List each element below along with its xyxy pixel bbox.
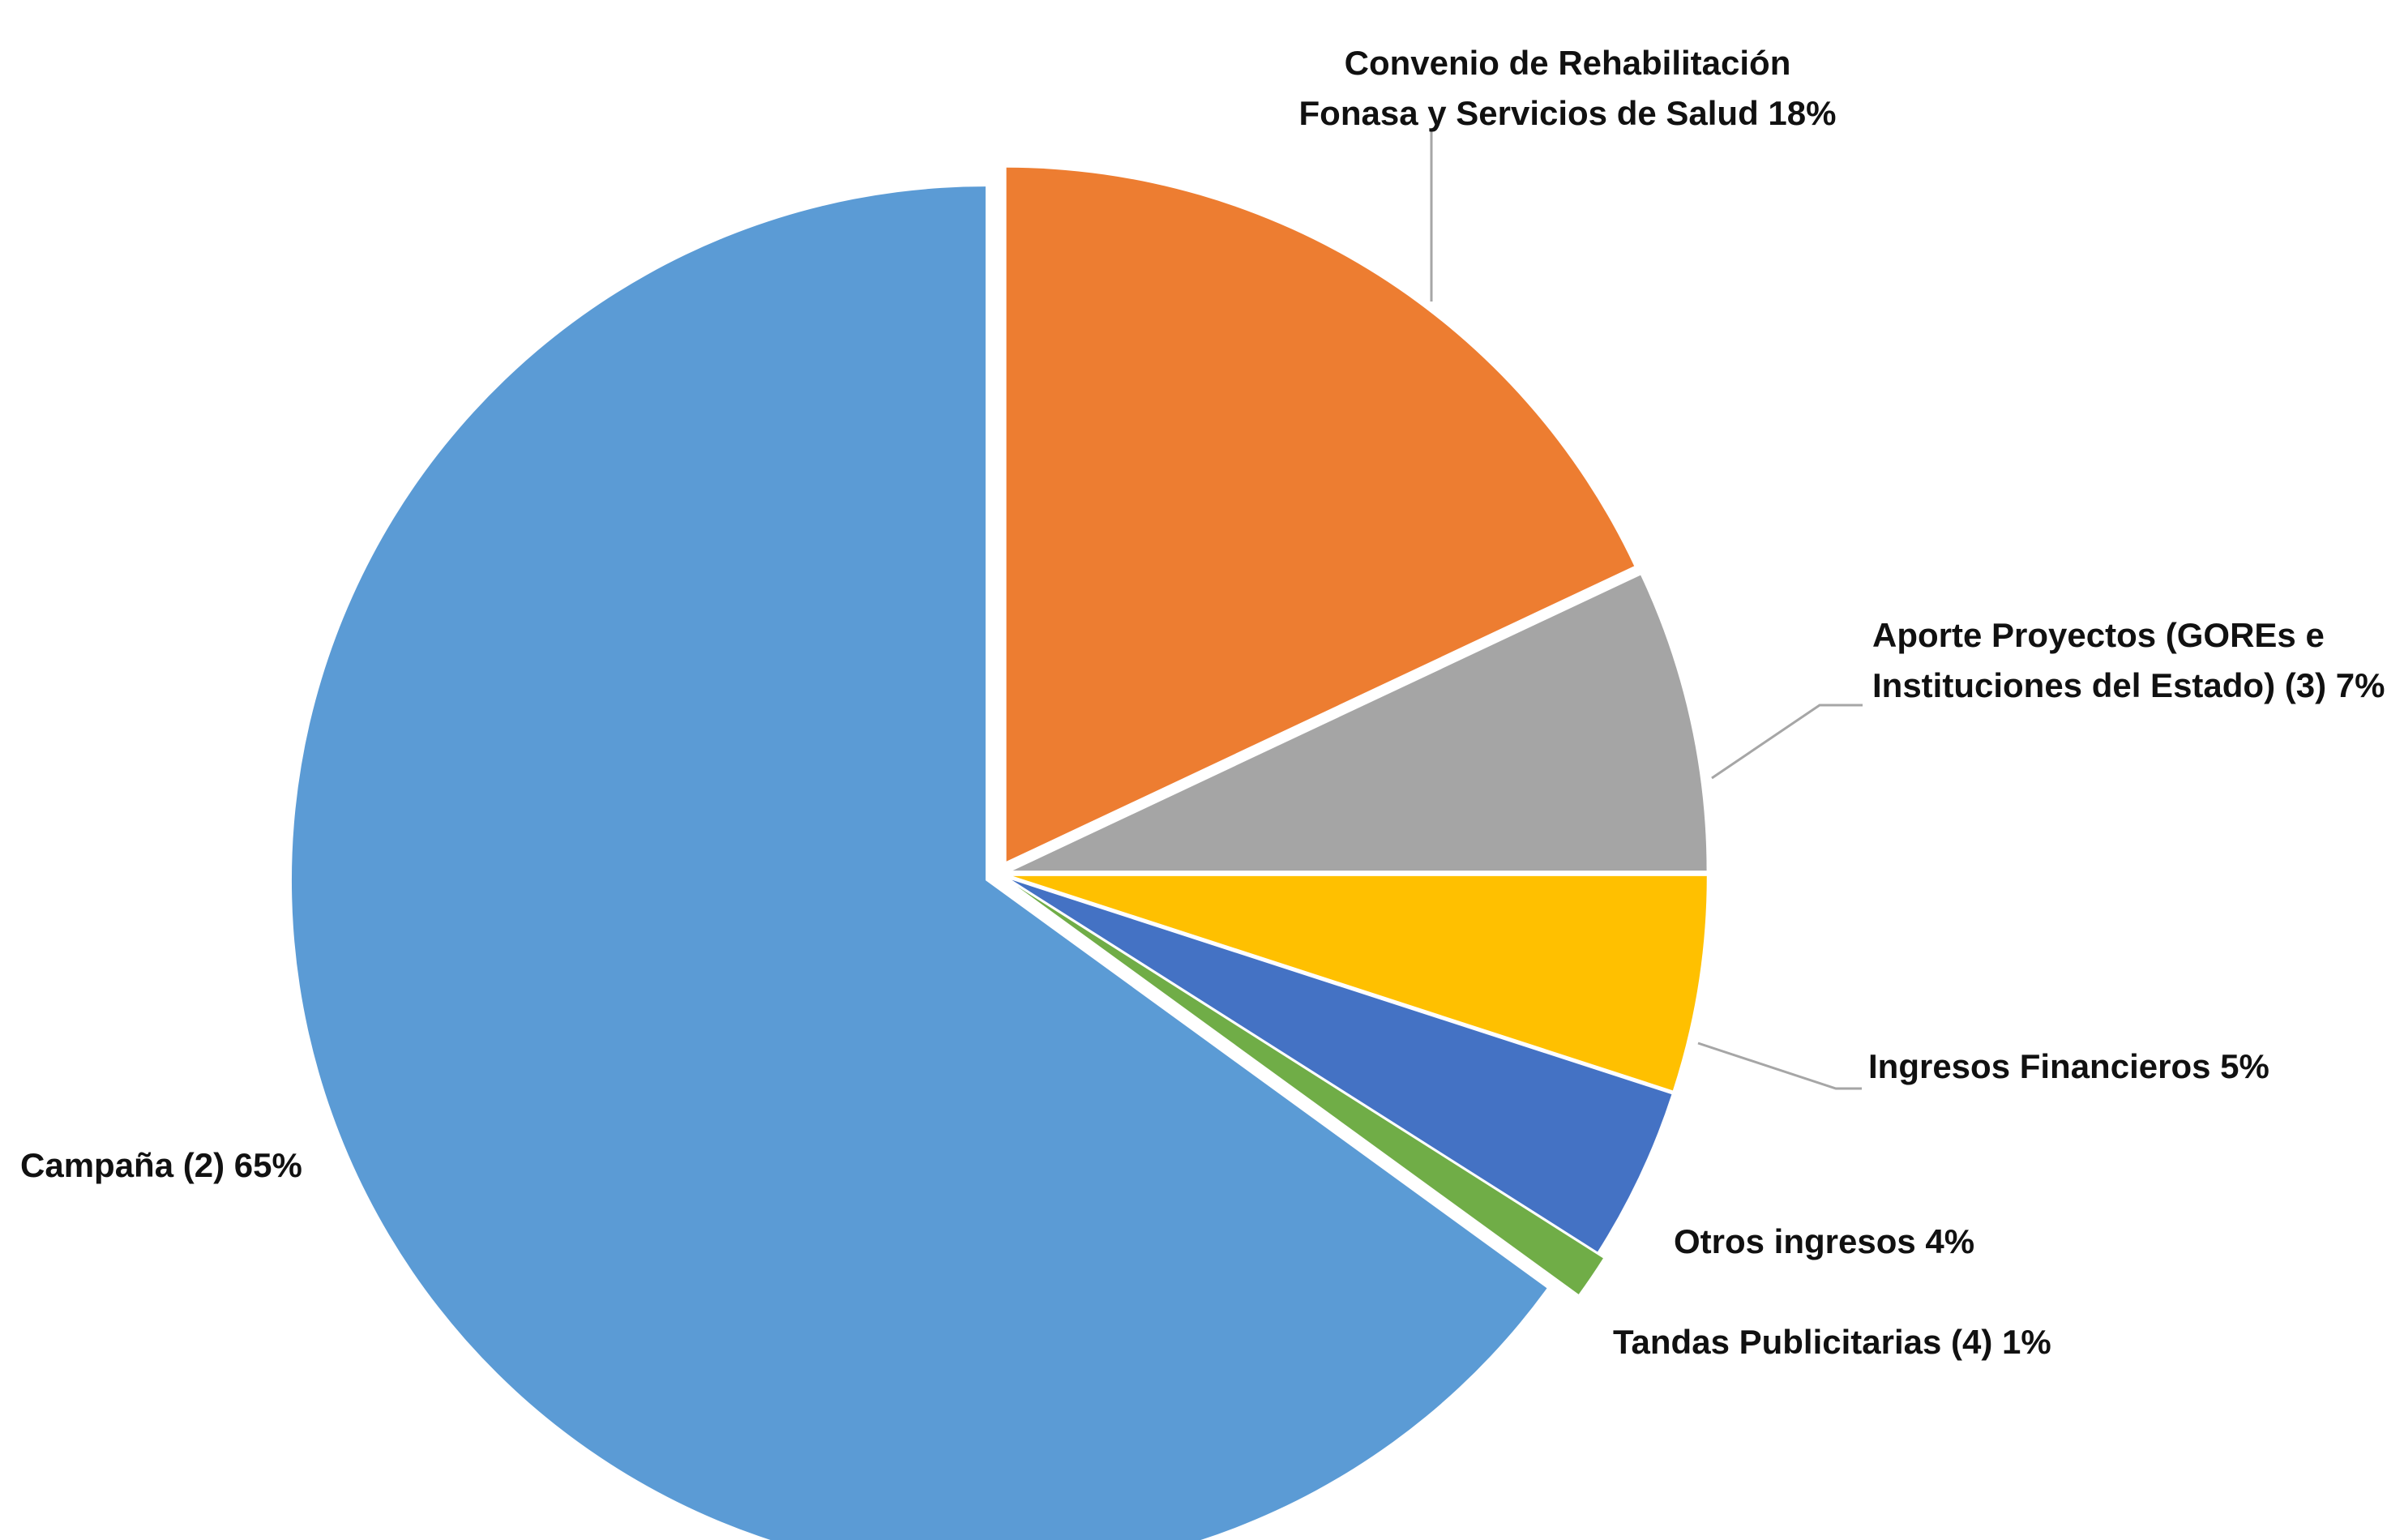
- slice-label-line: Aporte Proyectos (GOREs e: [1872, 616, 2325, 654]
- slice-label-line: Ingresos Financieros 5%: [1868, 1047, 2269, 1085]
- leader-lines: [1430, 130, 1863, 1090]
- pie-slice: [1006, 167, 1635, 862]
- leader-line: [1697, 1042, 1862, 1090]
- pie-slice: [1012, 575, 1707, 871]
- slice-label: Ingresos Financieros 5%: [1868, 1047, 2269, 1085]
- slice-label-line: Otros ingresos 4%: [1674, 1222, 1974, 1260]
- pie-slice: [1012, 875, 1707, 1091]
- slice-label: Tandas Publicitarias (4) 1%: [1613, 1323, 2051, 1361]
- pie-slice: [1017, 886, 1603, 1294]
- pie-labels: Convenio de Rehabilitación Fonasa y Servi…: [20, 44, 2385, 1361]
- slice-label: Otros ingresos 4%: [1674, 1222, 1974, 1260]
- slice-label-line: Fonasa y Servicios de Salud 18%: [1299, 94, 1837, 132]
- slice-label-line: Campaña (2) 65%: [20, 1146, 302, 1184]
- slice-label: Aporte Proyectos (GOREs e Instituciones d…: [1872, 616, 2385, 704]
- slice-label-line: Convenio de Rehabilitación: [1345, 44, 1791, 82]
- pie-slices: [292, 167, 1707, 1540]
- leader-line: [1711, 704, 1863, 780]
- slice-label: Convenio de Rehabilitación Fonasa y Servi…: [1299, 44, 1837, 132]
- pie-slice: [1012, 879, 1672, 1252]
- slice-label-line: Tandas Publicitarias (4) 1%: [1613, 1323, 2051, 1361]
- slice-label: Campaña (2) 65%: [20, 1146, 302, 1184]
- pie-slice: [292, 186, 1547, 1540]
- slice-label-line: Instituciones del Estado) (3) 7%: [1872, 666, 2385, 704]
